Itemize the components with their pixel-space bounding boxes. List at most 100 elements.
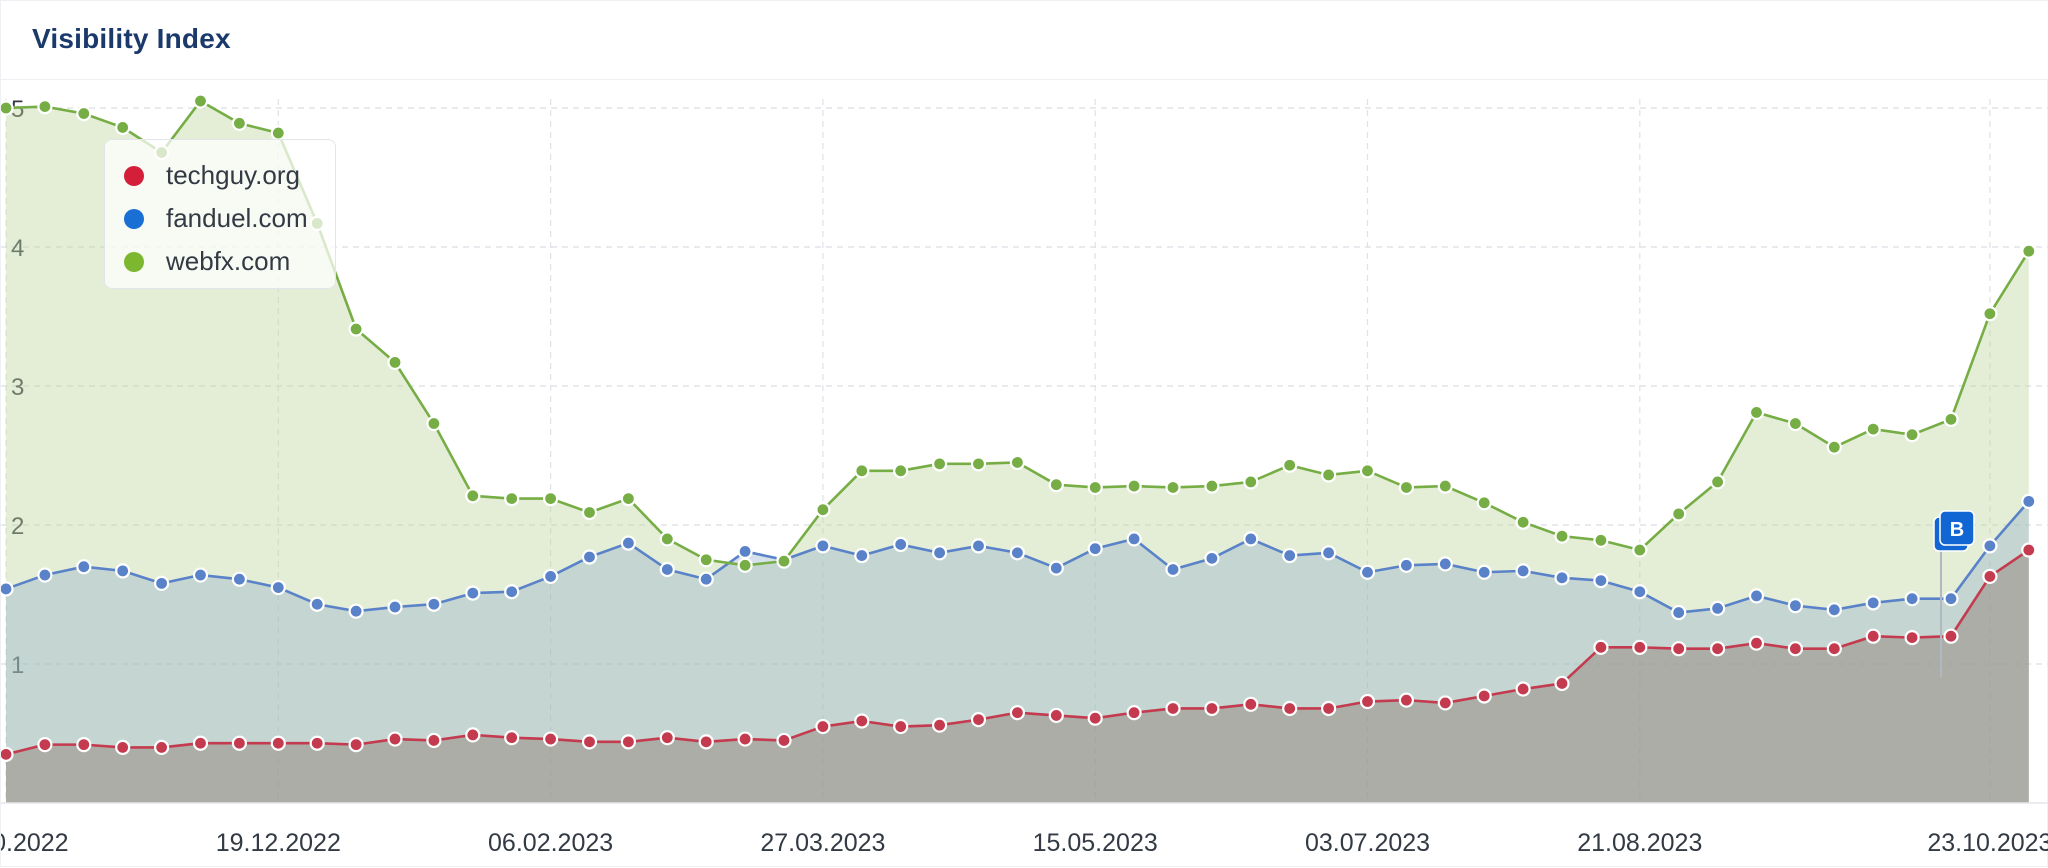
point-webfx.com-43: [1671, 506, 1687, 522]
point-techguy.org-5: [192, 735, 209, 751]
point-fanduel.com-42: [1632, 584, 1648, 600]
legend-dot-techguy: [124, 165, 144, 186]
point-techguy.org-33: [1282, 700, 1298, 717]
legend-label-webfx: webfx.com: [166, 246, 291, 276]
point-techguy.org-2: [76, 737, 92, 753]
y-tick-label-5: 5: [11, 96, 24, 123]
point-techguy.org-44: [1709, 641, 1726, 657]
x-tick-label-3: 27.03.2023: [760, 829, 885, 857]
point-webfx.com-47: [1826, 439, 1842, 455]
point-webfx.com-41: [1593, 532, 1609, 548]
point-techguy.org-11: [426, 732, 442, 749]
point-webfx.com-9: [348, 321, 364, 337]
point-webfx.com-37: [1437, 478, 1453, 494]
point-fanduel.com-6: [231, 571, 247, 587]
point-techguy.org-30: [1165, 700, 1181, 717]
legend-item-webfx[interactable]: webfx.com: [105, 240, 335, 283]
point-techguy.org-27: [1048, 707, 1064, 724]
point-fanduel.com-33: [1282, 547, 1298, 564]
point-techguy.org-36: [1398, 692, 1415, 708]
point-fanduel.com-2: [76, 559, 92, 575]
point-webfx.com-32: [1243, 474, 1259, 490]
point-fanduel.com-14: [542, 568, 559, 585]
point-webfx.com-50: [1943, 411, 1959, 427]
point-techguy.org-34: [1320, 700, 1337, 717]
point-fanduel.com-34: [1320, 545, 1337, 561]
legend-dot-fanduel: [124, 208, 144, 229]
point-webfx.com-20: [776, 553, 792, 569]
x-tick-label-5: 03.07.2023: [1305, 829, 1430, 857]
point-webfx.com-3: [115, 119, 131, 136]
point-webfx.com-28: [1087, 479, 1103, 496]
point-techguy.org-21: [815, 718, 831, 735]
visibility-chart[interactable]: 1 2 3 4 5 B 31.10.2022 19.12.2022 06.02.2023 27.0…: [1, 79, 2048, 868]
point-techguy.org-24: [931, 717, 948, 733]
point-fanduel.com-37: [1437, 556, 1453, 572]
y-tick-label-2: 2: [11, 513, 24, 540]
point-webfx.com-23: [893, 463, 909, 479]
point-webfx.com-39: [1515, 514, 1531, 530]
point-fanduel.com-19: [737, 543, 753, 560]
point-fanduel.com-22: [854, 547, 870, 564]
point-fanduel.com-47: [1826, 602, 1842, 618]
point-techguy.org-12: [465, 727, 481, 743]
point-fanduel.com-27: [1048, 560, 1064, 576]
point-fanduel.com-49: [1904, 591, 1920, 607]
point-webfx.com-11: [426, 415, 442, 432]
point-techguy.org-47: [1826, 641, 1842, 657]
point-fanduel.com-48: [1865, 595, 1881, 611]
point-techguy.org-40: [1554, 675, 1570, 692]
point-fanduel.com-50: [1943, 591, 1959, 607]
point-fanduel.com-24: [931, 545, 948, 561]
point-webfx.com-25: [970, 456, 987, 472]
point-fanduel.com-39: [1515, 563, 1531, 579]
point-techguy.org-22: [854, 713, 870, 729]
point-webfx.com-34: [1320, 467, 1337, 483]
point-webfx.com-38: [1476, 495, 1492, 511]
point-webfx.com-2: [76, 105, 92, 122]
point-fanduel.com-17: [659, 561, 675, 578]
point-fanduel.com-9: [348, 603, 364, 619]
point-fanduel.com-31: [1204, 550, 1220, 566]
point-techguy.org-8: [309, 735, 325, 751]
legend-item-techguy[interactable]: techguy.org: [105, 154, 335, 197]
point-fanduel.com-26: [1009, 545, 1026, 561]
point-fanduel.com-32: [1243, 531, 1259, 547]
point-fanduel.com-25: [970, 538, 987, 554]
point-fanduel.com-13: [504, 584, 520, 600]
point-techguy.org-13: [504, 730, 520, 746]
y-tick-label-3: 3: [11, 374, 24, 401]
point-webfx.com-10: [387, 354, 403, 370]
point-fanduel.com-3: [115, 563, 131, 579]
point-fanduel.com-1: [37, 567, 53, 583]
legend-label-fanduel: fanduel.com: [166, 203, 308, 233]
point-webfx.com-46: [1787, 415, 1804, 432]
point-fanduel.com-46: [1787, 598, 1804, 614]
point-webfx.com-17: [659, 531, 675, 547]
point-webfx.com-26: [1009, 454, 1026, 471]
point-fanduel.com-5: [192, 567, 209, 583]
point-webfx.com-52: [2021, 243, 2037, 259]
point-techguy.org-0: [1, 746, 14, 762]
point-techguy.org-6: [231, 735, 247, 751]
legend-item-fanduel[interactable]: fanduel.com: [105, 197, 335, 240]
point-fanduel.com-7: [270, 579, 286, 596]
point-techguy.org-19: [737, 731, 753, 747]
point-techguy.org-39: [1515, 681, 1531, 697]
point-techguy.org-35: [1359, 693, 1376, 710]
annotation-flag: [1939, 510, 1975, 546]
point-fanduel.com-43: [1671, 604, 1687, 621]
point-techguy.org-45: [1748, 635, 1765, 651]
point-webfx.com-33: [1282, 457, 1298, 473]
point-webfx.com-48: [1865, 421, 1881, 437]
area-webfx.com: [6, 101, 2029, 804]
point-fanduel.com-8: [309, 596, 325, 612]
point-fanduel.com-51: [1982, 538, 1998, 554]
point-techguy.org-43: [1671, 641, 1687, 657]
point-techguy.org-1: [37, 737, 53, 753]
point-webfx.com-16: [620, 490, 637, 507]
point-webfx.com-19: [737, 557, 753, 573]
point-webfx.com-13: [504, 490, 520, 507]
point-webfx.com-51: [1982, 306, 1998, 322]
y-tick-label-1: 1: [11, 652, 24, 679]
